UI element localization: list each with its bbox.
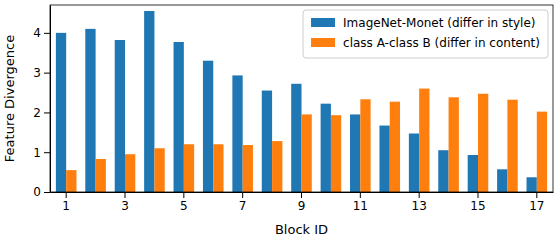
bar: [331, 115, 341, 192]
bar: [144, 11, 154, 192]
bar: [390, 102, 400, 192]
bars: [56, 11, 547, 192]
bar: [125, 154, 135, 192]
x-tick-mark: [360, 192, 361, 198]
y-tick: 2: [33, 106, 50, 120]
legend-swatch: [311, 38, 335, 47]
bar: [537, 112, 547, 192]
bar: [85, 29, 95, 192]
bar: [360, 99, 370, 192]
bar: [262, 91, 272, 192]
x-tick-label: 13: [412, 199, 427, 213]
x-axis-title: Block ID: [275, 222, 328, 237]
bar: [203, 61, 213, 192]
x-tick-mark: [125, 192, 126, 198]
y-tick: 1: [33, 146, 50, 160]
bar: [232, 75, 242, 192]
bar: [468, 155, 478, 192]
legend-item: ImageNet-Monet (differ in style): [311, 16, 535, 30]
x-tick-label: 9: [298, 199, 306, 213]
x-tick: 17: [529, 192, 544, 213]
frame: [50, 5, 553, 192]
x-tick-mark: [536, 192, 537, 198]
bar: [321, 104, 331, 192]
bar: [497, 169, 507, 192]
chart: 135791113151701234Block IDFeature Diverg…: [0, 0, 558, 240]
y-tick-label: 2: [33, 106, 41, 120]
legend: ImageNet-Monet (differ in style) class A-…: [303, 10, 548, 58]
bar: [96, 159, 106, 192]
x-tick-label: 5: [180, 199, 188, 213]
y-tick-mark: [44, 192, 50, 193]
x-tick: 9: [298, 192, 306, 213]
bar: [507, 100, 517, 192]
x-tick: 15: [470, 192, 485, 213]
x-tick-mark: [183, 192, 184, 198]
legend-label: class A-class B (differ in content): [343, 36, 540, 50]
x-tick-label: 3: [121, 199, 129, 213]
x-tick-label: 11: [353, 199, 368, 213]
x-tick-label: 7: [239, 199, 247, 213]
y-tick-label: 1: [33, 146, 41, 160]
bar: [409, 134, 419, 192]
bar: [56, 33, 66, 192]
y-tick-mark: [44, 152, 50, 153]
bar: [527, 177, 537, 192]
x-tick: 7: [239, 192, 247, 213]
x-tick: 3: [121, 192, 129, 213]
x-tick-mark: [301, 192, 302, 198]
bar: [272, 141, 282, 192]
x-tick-mark: [419, 192, 420, 198]
bar: [115, 40, 125, 192]
y-axis: 0 1 2 3 4: [33, 6, 50, 200]
bar: [174, 42, 184, 192]
x-tick-mark: [477, 192, 478, 198]
x-tick: 1: [62, 192, 70, 213]
bar: [154, 148, 164, 192]
y-tick-label: 4: [33, 26, 41, 40]
x-tick-label: 17: [529, 199, 544, 213]
y-axis-line: [50, 6, 51, 193]
legend-label: ImageNet-Monet (differ in style): [343, 16, 535, 30]
bar: [66, 170, 76, 192]
bar: [291, 84, 301, 192]
y-tick-mark: [44, 33, 50, 34]
bar: [438, 150, 448, 192]
y-tick-mark: [44, 73, 50, 74]
bar: [302, 114, 312, 192]
bar: [419, 89, 429, 192]
bar: [379, 126, 389, 192]
y-axis-title: Feature Divergence: [2, 35, 17, 162]
y-tick-label: 3: [33, 66, 41, 80]
legend-box: [303, 10, 548, 58]
bar: [243, 145, 253, 192]
x-tick-label: 15: [470, 199, 485, 213]
y-tick: 4: [33, 26, 50, 40]
x-tick: 11: [353, 192, 368, 213]
x-tick: 5: [180, 192, 188, 213]
plot: 135791113151701234: [33, 5, 553, 213]
bar: [184, 144, 194, 192]
y-tick: 3: [33, 66, 50, 80]
x-tick-label: 1: [62, 199, 70, 213]
x-axis: 1357911131517: [51, 192, 554, 213]
bar: [449, 97, 459, 192]
y-tick: 0: [33, 185, 50, 199]
bar: [478, 94, 488, 192]
y-tick-mark: [44, 112, 50, 113]
bar: [213, 144, 223, 192]
bar: [350, 114, 360, 192]
legend-item: class A-class B (differ in content): [311, 36, 540, 50]
x-tick-mark: [242, 192, 243, 198]
x-tick: 13: [412, 192, 427, 213]
legend-swatch: [311, 18, 335, 27]
y-tick-label: 0: [33, 185, 41, 199]
x-tick-mark: [66, 192, 67, 198]
